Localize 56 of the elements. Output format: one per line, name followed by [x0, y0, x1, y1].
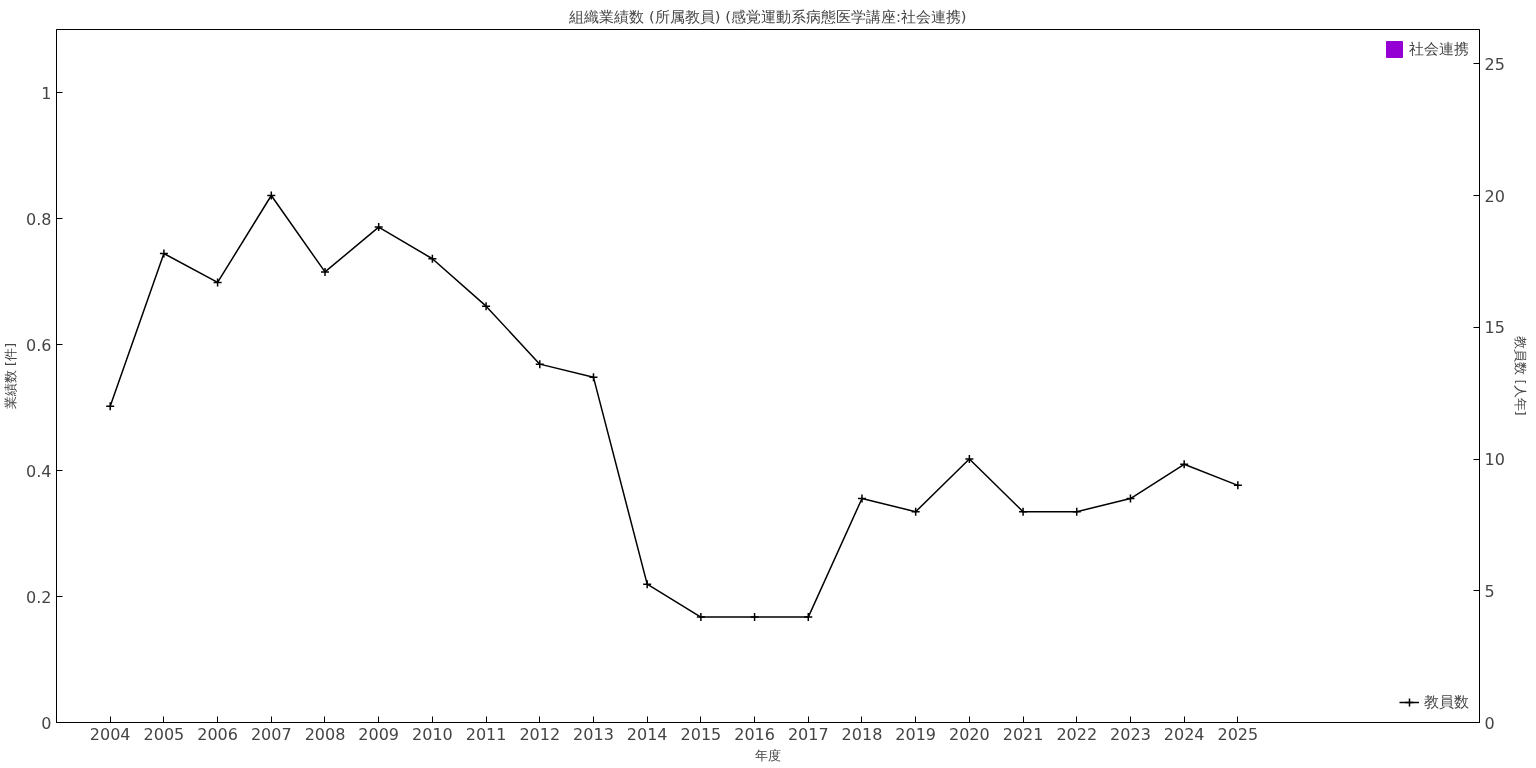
- y-tick-label: 0.2: [26, 587, 52, 607]
- x-tick-label: 2013: [573, 724, 614, 744]
- x-tick-label: 2008: [304, 724, 346, 744]
- x-tick-label: 2005: [143, 724, 185, 744]
- y2-tick-label: 0: [1484, 713, 1495, 733]
- x-tick-label: 2023: [1110, 724, 1151, 744]
- x-tick-label: 2022: [1056, 724, 1098, 744]
- point: [481, 301, 491, 311]
- point: [373, 222, 384, 232]
- point: [105, 401, 115, 412]
- point: [803, 612, 814, 622]
- point: [696, 612, 706, 622]
- point: [857, 493, 867, 504]
- x-tick-label: 2006: [197, 724, 238, 744]
- x-axis-title: 年度: [755, 747, 781, 763]
- y2-tick-label: 10: [1484, 450, 1505, 469]
- legend-label: 教員数: [1424, 692, 1469, 712]
- y-tick-label: 1: [41, 83, 52, 103]
- x-tick-label: 2019: [895, 724, 937, 744]
- legend-label: 社会連携: [1409, 39, 1469, 59]
- point: [1072, 506, 1082, 517]
- x-tick-label: 2017: [787, 724, 829, 744]
- point: [964, 454, 975, 464]
- point: [159, 248, 169, 259]
- x-tick-label: 2009: [358, 724, 400, 744]
- x-tick-label: 2015: [680, 724, 722, 744]
- x-tick-label: 2024: [1163, 724, 1205, 744]
- x-tick-label: 2011: [465, 724, 507, 744]
- x-tick-label: 2016: [734, 724, 775, 744]
- y2-tick-label: 20: [1484, 186, 1505, 206]
- point: [642, 579, 652, 589]
- point: [749, 612, 760, 622]
- y2-tick-label: 25: [1484, 54, 1505, 74]
- x-tick-label: 2010: [412, 724, 453, 744]
- chart-title: 組織業績数 (所属教員) (感覚運動系病態医学講座:社会連携): [568, 7, 967, 25]
- y2-tick-label: 15: [1484, 318, 1505, 338]
- x-tick-label: 2025: [1217, 724, 1259, 744]
- x-tick-label: 2018: [841, 724, 883, 744]
- y-tick-label: 0.8: [26, 209, 52, 229]
- y-tick-label: 0.4: [26, 461, 52, 481]
- x-tick-label: 2020: [949, 724, 990, 744]
- x-tick-label: 2012: [519, 724, 561, 744]
- point: [320, 267, 330, 277]
- point: [1179, 459, 1189, 470]
- y-axis-title: 業績数 [件]: [3, 342, 19, 410]
- y-tick-label: 0: [41, 713, 52, 733]
- point: [535, 359, 545, 369]
- y2-axis-title: 教員数 [人年]: [1512, 336, 1528, 416]
- x-tick-label: 2004: [89, 724, 131, 744]
- point: [1233, 480, 1243, 491]
- x-tick-label: 2021: [1002, 724, 1044, 744]
- x-tick-label: 2014: [626, 724, 668, 744]
- point: [1018, 506, 1028, 517]
- y2-tick-label: 5: [1484, 581, 1495, 601]
- y-tick-label: 0.6: [26, 335, 52, 355]
- x-tick-label: 2007: [250, 724, 292, 744]
